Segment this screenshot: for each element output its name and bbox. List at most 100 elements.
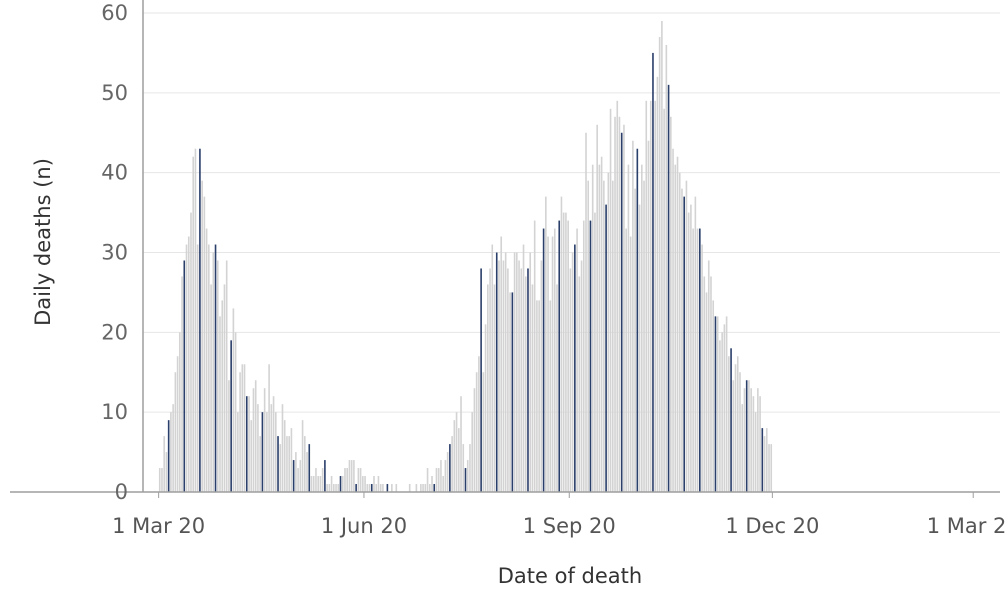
bar — [297, 468, 299, 492]
bar — [165, 452, 168, 492]
bar — [725, 316, 728, 492]
bar — [728, 356, 730, 492]
bar — [364, 476, 366, 492]
highlight-bar — [324, 460, 326, 492]
bar — [757, 388, 759, 492]
highlight-bar — [214, 244, 217, 492]
bar — [600, 156, 603, 492]
bar — [254, 380, 257, 492]
bar — [161, 468, 163, 492]
bar — [232, 308, 235, 492]
bar — [585, 132, 587, 492]
bar — [482, 372, 485, 492]
bar — [625, 228, 627, 493]
bar — [607, 172, 610, 493]
bar — [375, 484, 378, 492]
bar — [594, 212, 596, 492]
bar — [703, 276, 706, 492]
bar — [179, 332, 181, 492]
bar — [518, 260, 520, 492]
bar — [460, 396, 462, 492]
bar — [645, 100, 648, 492]
bar — [475, 372, 478, 492]
bar — [252, 388, 255, 492]
bar — [614, 116, 616, 492]
bar — [741, 404, 744, 492]
x-tick-labels: 1 Mar 20 1 Jun 20 1 Sep 20 1 Dec 20 1 Mar 21 — [112, 514, 1008, 538]
bar — [471, 412, 473, 492]
bar — [428, 484, 431, 492]
x-tick-label: 1 Jun 20 — [321, 514, 407, 538]
bar — [716, 316, 719, 492]
highlight-bar — [730, 348, 732, 492]
bar — [366, 484, 369, 492]
bar — [638, 204, 641, 492]
bar — [466, 460, 469, 492]
gridlines — [143, 12, 1000, 413]
highlight-bar — [620, 132, 623, 492]
bar — [216, 260, 219, 492]
x-tick-label: 1 Sep 20 — [523, 514, 616, 538]
bar — [513, 252, 516, 492]
y-tick-labels: 0 10 20 30 40 50 60 — [101, 1, 128, 504]
bar — [591, 164, 594, 492]
bar — [346, 468, 349, 492]
bar — [576, 228, 578, 493]
bar — [237, 412, 239, 492]
highlight-bar — [167, 420, 170, 492]
bar — [221, 300, 224, 492]
bar — [587, 180, 590, 492]
bar — [643, 180, 645, 492]
bar — [457, 428, 460, 492]
bar — [181, 276, 183, 492]
bar — [661, 20, 663, 492]
bar — [707, 260, 710, 492]
bar — [551, 236, 554, 492]
bar — [257, 404, 259, 492]
bar — [455, 412, 458, 492]
bar — [618, 116, 621, 492]
bar — [498, 260, 500, 492]
highlight-bar — [667, 84, 670, 492]
bar — [556, 284, 558, 492]
bar — [596, 124, 598, 493]
bar — [663, 108, 665, 493]
bar — [312, 476, 315, 492]
bar — [172, 404, 174, 492]
bar — [426, 468, 429, 492]
highlight-bar — [199, 148, 201, 492]
bar — [598, 164, 601, 492]
bar — [170, 412, 172, 492]
bar — [748, 380, 750, 492]
bar — [306, 452, 308, 492]
bar — [348, 460, 351, 492]
bar — [478, 356, 480, 492]
bar — [187, 236, 190, 492]
bar — [694, 196, 697, 492]
bar — [310, 476, 313, 492]
bar — [502, 260, 505, 492]
bar — [274, 412, 277, 492]
bar — [194, 148, 197, 492]
bar — [203, 196, 206, 492]
highlight-bar — [761, 428, 764, 492]
bar — [549, 300, 552, 492]
x-tick-label: 1 Mar 20 — [112, 514, 205, 538]
bar — [469, 444, 471, 492]
bar — [259, 436, 261, 492]
bar — [672, 148, 674, 492]
y-tick-label: 0 — [115, 480, 128, 504]
bar — [288, 436, 290, 492]
bar — [524, 276, 527, 492]
bar — [529, 252, 532, 492]
bar — [241, 364, 244, 492]
bar — [335, 484, 337, 492]
bar — [451, 436, 453, 492]
bar — [580, 260, 583, 492]
highlight-bar — [183, 260, 186, 492]
bar — [317, 476, 319, 492]
y-tick-label: 20 — [101, 320, 128, 344]
bar — [616, 100, 619, 492]
bar — [567, 220, 569, 492]
